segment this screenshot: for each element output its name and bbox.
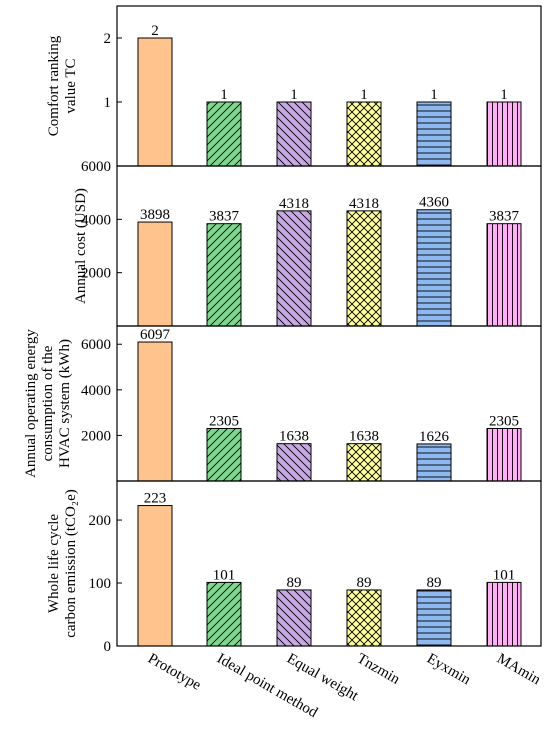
- y-tick-label-3-2: 4000: [81, 383, 111, 399]
- data-label-2-6: 3837: [489, 209, 520, 225]
- data-label-2-4: 4318: [349, 196, 379, 212]
- bar-2-2: [206, 223, 242, 327]
- y-tick-label-4-1: 0: [104, 639, 112, 655]
- data-label-1-4: 1: [360, 87, 368, 103]
- data-label-1-5: 1: [430, 87, 438, 103]
- y-axis-label-3: Annual operating energyconsumption of th…: [23, 329, 73, 478]
- data-label-4-5: 89: [427, 575, 442, 591]
- bar-2-4: [346, 210, 382, 327]
- data-label-3-6: 2305: [489, 413, 519, 429]
- bar-1-3: [276, 101, 312, 167]
- data-label-1-3: 1: [290, 87, 298, 103]
- bar-1-5: [416, 101, 452, 167]
- y-axis-label-4: Whole life cyclecarbon emission (tCO₂e): [46, 489, 79, 638]
- y-tick-label-4-2: 100: [89, 576, 112, 592]
- bar-3-2: [206, 427, 242, 482]
- panel-1: 2 1 1 1 1 1 1 2 Comfort rankingvalue TC: [46, 5, 542, 167]
- data-label-1-2: 1: [220, 87, 228, 103]
- y-tick-label-1-2: 2: [104, 31, 112, 47]
- bar-4-4: [346, 589, 382, 647]
- panel-frame-1: [116, 5, 542, 167]
- y-axis-label-2: Annual cost (USD): [73, 188, 89, 304]
- data-label-4-1: 223: [144, 491, 167, 507]
- data-label-2-3: 4318: [279, 196, 309, 212]
- data-label-3-5: 1626: [419, 429, 450, 445]
- data-label-1-6: 1: [500, 87, 508, 103]
- data-label-3-3: 1638: [279, 429, 309, 445]
- data-label-2-1: 3898: [140, 207, 170, 223]
- bar-1-6: [486, 101, 522, 167]
- bar-2-1: [137, 221, 173, 327]
- data-label-4-3: 89: [287, 575, 302, 591]
- panel-frame-2: [116, 165, 542, 327]
- bar-4-3: [276, 589, 312, 647]
- bar-4-6: [486, 581, 522, 647]
- bar-3-1: [137, 341, 173, 482]
- data-label-1-1: 2: [151, 23, 159, 39]
- data-label-2-2: 3837: [209, 209, 240, 225]
- category-label-1: Prototype: [145, 651, 204, 694]
- data-label-3-4: 1638: [349, 429, 379, 445]
- data-label-4-4: 89: [357, 575, 372, 591]
- data-label-4-2: 101: [213, 567, 236, 583]
- y-tick-label-1-1: 1: [104, 95, 112, 111]
- data-label-3-2: 2305: [209, 413, 239, 429]
- y-tick-label-4-3: 200: [89, 513, 112, 529]
- bar-1-1: [137, 37, 173, 167]
- bar-2-6: [486, 223, 522, 327]
- bar-3-3: [276, 443, 312, 482]
- y-tick-label-2-1: 2000: [81, 266, 111, 282]
- bar-3-4: [346, 443, 382, 482]
- y-tick-label-2-3: 6000: [81, 159, 111, 175]
- category-label-4: Tnzmin: [354, 651, 403, 688]
- y-axis-label-1: Comfort rankingvalue TC: [46, 35, 79, 136]
- bar-1-4: [346, 101, 382, 167]
- panel-3: 6097 2305 1638 1638 1626 2305 2000 4000 6000 Annu…: [23, 325, 542, 482]
- bar-3-6: [486, 427, 522, 482]
- data-label-4-6: 101: [493, 567, 516, 583]
- bar-4-5: [416, 589, 452, 647]
- panel-frame-4: [116, 480, 542, 647]
- y-tick-label-2-2: 4000: [81, 212, 111, 228]
- bar-1-2: [206, 101, 242, 167]
- panel-4: 223 101 89 89 89 101 0 100 200 Whole life cycleca…: [46, 480, 542, 655]
- bar-2-3: [276, 210, 312, 327]
- bar-4-1: [137, 505, 173, 647]
- data-label-2-5: 4360: [419, 195, 449, 211]
- bar-2-5: [416, 209, 452, 327]
- bar-3-5: [416, 443, 452, 482]
- y-tick-label-3-1: 2000: [81, 428, 111, 444]
- panel-2: 3898 3837 4318 4318 4360 3837 2000 4000 6000 Annu…: [73, 159, 542, 327]
- data-label-3-1: 6097: [140, 327, 171, 343]
- panel-frame-3: [116, 325, 542, 482]
- y-tick-label-3-3: 6000: [81, 337, 111, 353]
- category-label-5: Eyxmin: [424, 651, 474, 689]
- category-label-6: MAmin: [494, 651, 544, 689]
- bar-4-2: [206, 581, 242, 647]
